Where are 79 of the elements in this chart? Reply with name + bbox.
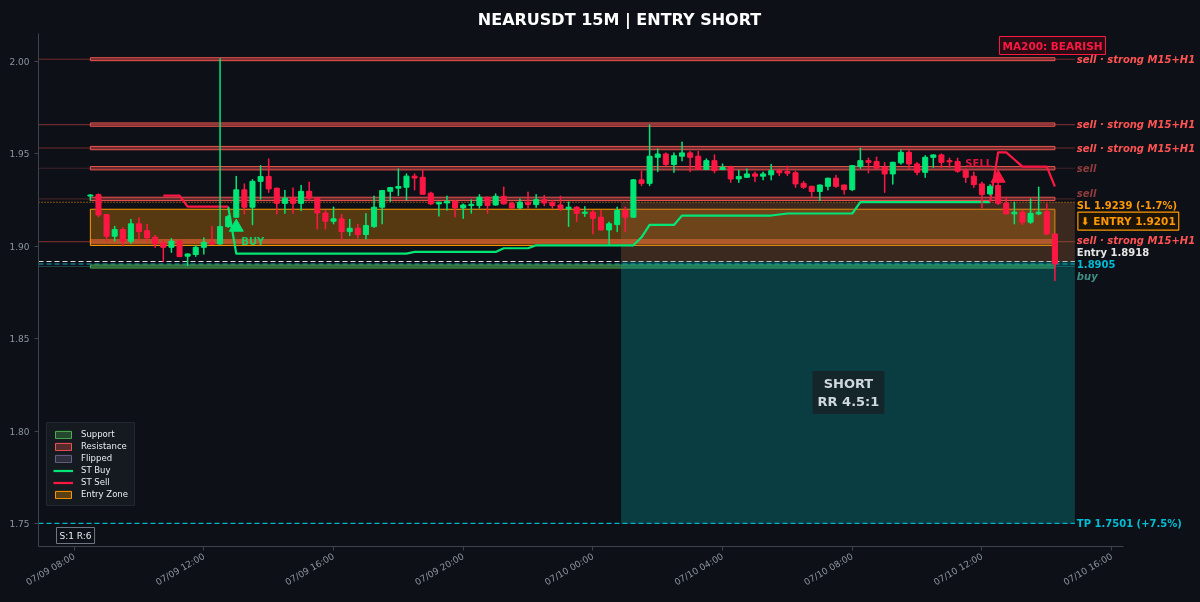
candlestick	[241, 183, 248, 215]
annotation: SHORT RR 4.5:1	[817, 376, 880, 410]
candlestick	[419, 169, 426, 196]
candlestick	[362, 213, 369, 240]
y-tick-label: 2.00	[9, 57, 30, 68]
ref-line-label: TP 1.7501 (+7.5%)	[1076, 517, 1182, 529]
candlestick	[525, 191, 532, 209]
candlestick	[338, 213, 345, 241]
candlestick	[103, 213, 110, 242]
candlestick	[1011, 201, 1018, 225]
candlestick	[289, 187, 297, 215]
candlestick	[857, 147, 864, 169]
y-tick-label: 1.85	[9, 334, 30, 345]
candlestick	[622, 206, 629, 233]
ref-line-label: sell	[1076, 162, 1098, 174]
candlestick	[208, 225, 215, 246]
candlestick	[589, 209, 596, 235]
y-tick-label: 1.75	[9, 519, 30, 530]
legend-label: Flipped	[81, 453, 113, 463]
ref-line-label: SL 1.9239 (-1.7%)	[1076, 200, 1178, 212]
y-tick-label: 1.95	[9, 149, 30, 160]
candlestick	[597, 209, 605, 231]
candlestick	[1027, 198, 1034, 225]
ref-line-label: sell	[1076, 188, 1098, 200]
y-tick-label: 1.90	[9, 241, 30, 252]
candlestick	[1043, 203, 1050, 236]
candlestick	[322, 209, 329, 230]
annotation: S:1 R:6	[59, 530, 92, 541]
candlestick	[127, 218, 134, 244]
candlestick	[978, 181, 985, 209]
candlestick	[443, 195, 451, 211]
candlestick	[670, 152, 677, 174]
candlestick	[889, 161, 896, 185]
candlestick	[687, 150, 694, 173]
annotation: ⬇ ENTRY 1.9201	[1080, 215, 1176, 228]
candlestick	[160, 239, 167, 263]
candlestick	[217, 57, 224, 245]
candlestick	[273, 187, 280, 215]
candlestick	[95, 193, 102, 218]
ref-line-label: Entry 1.8918	[1076, 246, 1150, 258]
candlestick	[606, 221, 613, 246]
candlestick	[881, 162, 888, 193]
ref-line-label: 1.8905	[1076, 259, 1116, 271]
candlestick	[581, 205, 588, 218]
candlestick	[257, 164, 264, 200]
candlestick	[306, 181, 313, 202]
legend-label: Entry Zone	[81, 489, 128, 499]
candlestick	[379, 189, 386, 225]
legend-label: ST Buy	[81, 465, 111, 475]
ref-line-label: sell · strong M15+H1	[1076, 142, 1196, 154]
candlestick	[905, 149, 912, 170]
ref-line-label: sell · strong M15+H1	[1076, 234, 1196, 246]
legend-label: Support	[81, 429, 115, 439]
candlestick	[265, 158, 272, 193]
legend-label: Resistance	[81, 441, 127, 451]
candlestick	[200, 237, 207, 255]
chart-title: NEARUSDT 15M | ENTRY SHORT	[477, 9, 762, 30]
candlestick	[565, 201, 572, 227]
ref-line-label: buy	[1076, 270, 1099, 282]
candlestick	[654, 148, 661, 173]
candlestick	[735, 169, 742, 184]
candlestick	[614, 206, 621, 233]
candlestick	[281, 189, 288, 215]
candlestick	[371, 195, 378, 228]
candlestick	[435, 201, 442, 217]
series-label: BUY	[241, 235, 266, 247]
candlestick	[298, 184, 305, 212]
candlestick	[460, 203, 467, 220]
series-label: SELL	[965, 157, 993, 169]
annotation: MA200: BEARISH	[1002, 39, 1103, 52]
candlestick	[679, 141, 686, 162]
ref-line-label: sell · strong M15+H1	[1076, 53, 1196, 65]
ref-line-label: sell · strong M15+H1	[1076, 119, 1196, 131]
candlestick	[1035, 186, 1042, 216]
candlestick	[922, 154, 929, 179]
y-tick-label: 1.80	[9, 426, 30, 437]
legend-label: ST Sell	[81, 477, 110, 487]
candlestick	[314, 197, 321, 230]
candlestick	[135, 217, 143, 241]
